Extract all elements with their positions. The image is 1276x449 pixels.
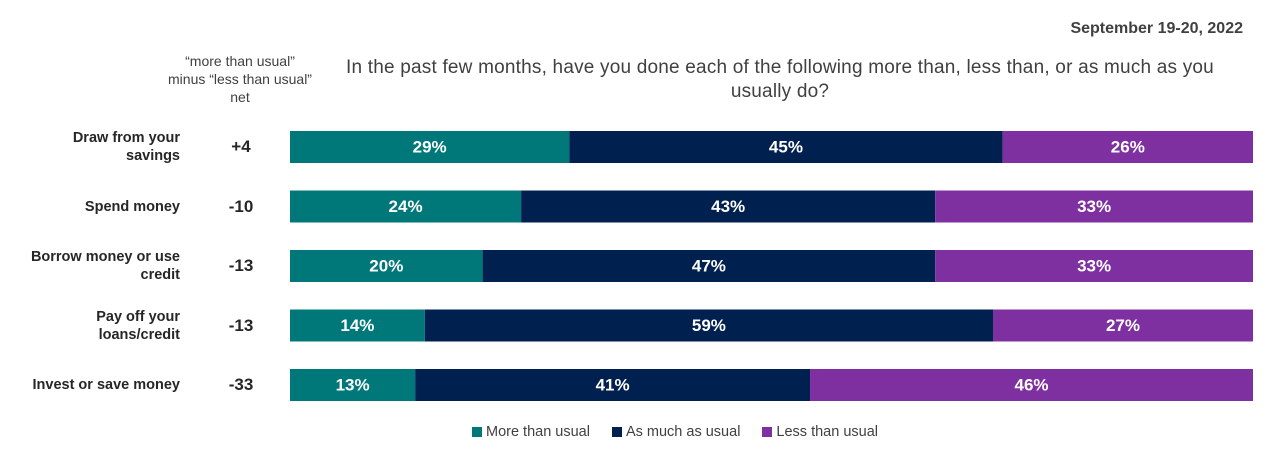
net-value: -13: [228, 315, 254, 335]
chart-title: In the past few months, have you done ea…: [346, 57, 1214, 102]
category-label: Borrow money or use credit: [30, 249, 180, 283]
bar-segment: [482, 250, 936, 282]
data-label: 41%: [596, 375, 630, 394]
legend-label: Less than usual: [776, 424, 878, 440]
legend-swatch: [611, 427, 622, 437]
net-value: +4: [231, 137, 251, 156]
data-label: 26%: [1111, 137, 1145, 156]
data-label: 13%: [336, 375, 370, 394]
bar-segment: [810, 369, 1253, 401]
bar-segment: [290, 250, 483, 282]
data-label: 45%: [769, 137, 803, 156]
data-label: 46%: [1014, 375, 1048, 394]
data-label: 27%: [1106, 316, 1140, 335]
bar-segment: [424, 309, 993, 342]
bar-segment: [290, 131, 570, 163]
legend-label: As much as usual: [625, 424, 741, 440]
data-label: 59%: [692, 316, 726, 335]
data-label: 14%: [340, 316, 374, 335]
legend-item: Less than usual: [762, 424, 878, 440]
bar-segment: [935, 250, 1253, 282]
bar-segment: [521, 190, 936, 223]
bar-segment: [1002, 131, 1253, 163]
data-label: 29%: [413, 137, 447, 156]
net-header: “more than usual” minus “less than usual…: [168, 53, 312, 105]
data-label: 33%: [1077, 197, 1111, 216]
legend-label: More than usual: [485, 424, 590, 440]
bar-segment: [290, 190, 522, 223]
net-value: -10: [228, 196, 254, 216]
category-label: Pay off your loans/credit: [96, 308, 180, 343]
legend-swatch: [762, 427, 773, 437]
legend-item: More than usual: [471, 424, 590, 440]
category-label: Draw from your savings: [72, 130, 180, 164]
bar-segment: [415, 369, 811, 401]
bar-segment: [992, 309, 1253, 342]
category-label: Spend money: [84, 198, 180, 215]
data-label: 20%: [369, 256, 403, 275]
data-label: 33%: [1077, 256, 1111, 275]
category-label: Invest or save money: [32, 377, 181, 393]
legend-swatch: [471, 427, 482, 437]
data-label: 47%: [692, 256, 726, 275]
chart-date: September 19-20, 2022: [1070, 20, 1243, 37]
net-value: -33: [228, 375, 254, 394]
net-value: -13: [228, 256, 254, 275]
bar-segment: [290, 369, 416, 401]
bar-segment: [290, 309, 425, 342]
legend-item: As much as usual: [611, 424, 741, 440]
bar-segment: [569, 131, 1003, 163]
legend: More than usual As much as usual Less than…: [75, 424, 1275, 440]
data-label: 24%: [389, 197, 423, 216]
data-label: 43%: [711, 197, 745, 216]
bar-segment: [935, 190, 1253, 223]
